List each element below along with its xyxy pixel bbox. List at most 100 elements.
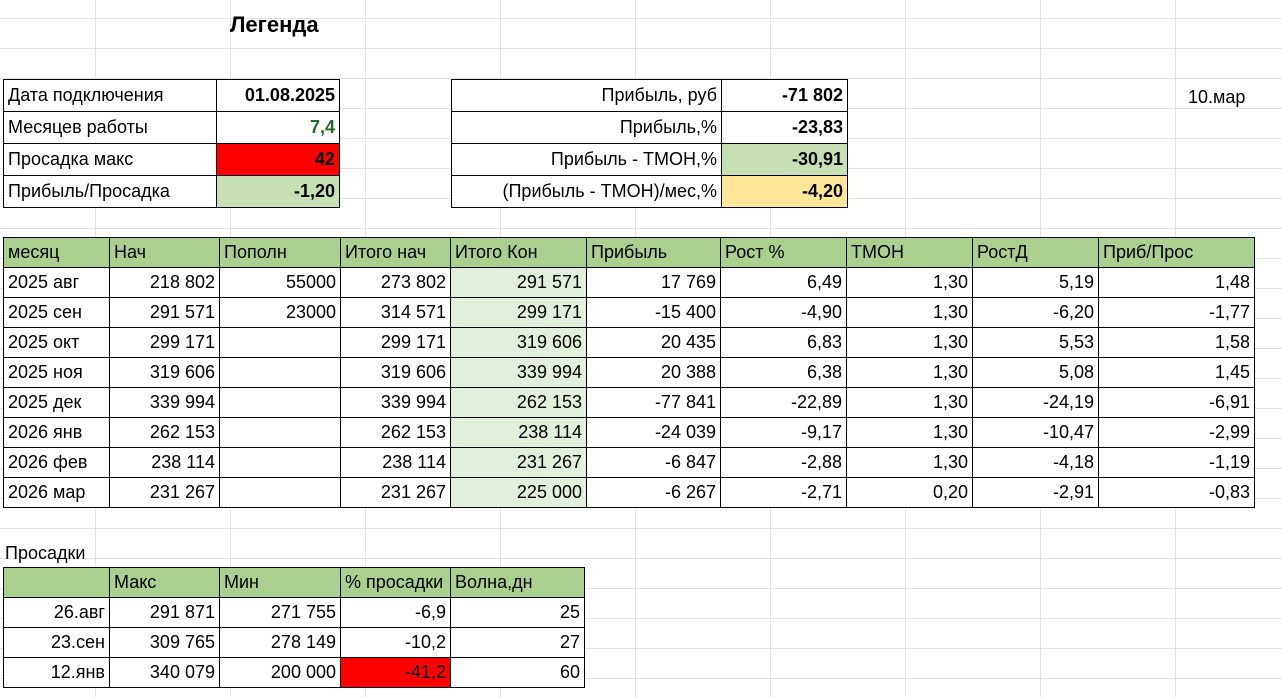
header-profit[interactable]: Прибыль xyxy=(586,237,721,268)
cell-profit-drawdown[interactable]: 1,45 xyxy=(1098,357,1255,388)
cell-start[interactable]: 339 994 xyxy=(109,387,220,418)
cell-growth[interactable]: -2,71 xyxy=(720,477,847,508)
cell-total-start[interactable]: 319 606 xyxy=(340,357,451,388)
cell-start[interactable]: 231 267 xyxy=(109,477,220,508)
cell-growth[interactable]: -4,90 xyxy=(720,297,847,328)
legend-title[interactable]: Легенда xyxy=(230,12,319,37)
cell-profit[interactable]: -6 267 xyxy=(586,477,721,508)
cell-month[interactable]: 2026 янв xyxy=(3,417,110,448)
cell-total-end[interactable]: 231 267 xyxy=(450,447,587,478)
cell-tmon[interactable]: 1,30 xyxy=(846,267,973,298)
cell-total-end[interactable]: 262 153 xyxy=(450,387,587,418)
header-date[interactable] xyxy=(3,567,110,598)
cell-month[interactable]: 2025 авг xyxy=(3,267,110,298)
cell-total-end[interactable]: 238 114 xyxy=(450,417,587,448)
cell-deposit[interactable] xyxy=(219,357,341,388)
cell-start[interactable]: 218 802 xyxy=(109,267,220,298)
cell-total-start[interactable]: 299 171 xyxy=(340,327,451,358)
profit-pct-label[interactable]: Прибыль,% xyxy=(451,111,722,144)
cell-profit-drawdown[interactable]: -0,83 xyxy=(1098,477,1255,508)
cell-month[interactable]: 2026 мар xyxy=(3,477,110,508)
cell-deposit[interactable] xyxy=(219,447,341,478)
cell-drawdown-pct[interactable]: -10,2 xyxy=(340,627,451,658)
profit-rub-value[interactable]: -71 802 xyxy=(721,79,848,112)
cell-total-start[interactable]: 339 994 xyxy=(340,387,451,418)
cell-month[interactable]: 2026 фев xyxy=(3,447,110,478)
drawdowns-label[interactable]: Просадки xyxy=(5,543,86,563)
cell-month[interactable]: 2025 окт xyxy=(3,327,110,358)
cell-tmon[interactable]: 1,30 xyxy=(846,357,973,388)
cell-min[interactable]: 271 755 xyxy=(219,597,341,628)
cell-month[interactable]: 2025 сен xyxy=(3,297,110,328)
max-drawdown-value[interactable]: 42 xyxy=(216,143,340,176)
cell-tmon[interactable]: 0,20 xyxy=(846,477,973,508)
cell-total-end[interactable]: 319 606 xyxy=(450,327,587,358)
cell-total-end[interactable]: 225 000 xyxy=(450,477,587,508)
cell-month[interactable]: 2025 ноя xyxy=(3,357,110,388)
cell-total-start[interactable]: 238 114 xyxy=(340,447,451,478)
cell-total-start[interactable]: 262 153 xyxy=(340,417,451,448)
profit-pct-value[interactable]: -23,83 xyxy=(721,111,848,144)
header-month[interactable]: месяц xyxy=(3,237,110,268)
connection-date-value[interactable]: 01.08.2025 xyxy=(216,79,340,112)
cell-deposit[interactable] xyxy=(219,477,341,508)
cell-total-end[interactable]: 291 571 xyxy=(450,267,587,298)
header-max[interactable]: Макс xyxy=(109,567,220,598)
cell-max[interactable]: 291 871 xyxy=(109,597,220,628)
months-label[interactable]: Месяцев работы xyxy=(3,111,217,144)
cell-growth[interactable]: -9,17 xyxy=(720,417,847,448)
cell-start[interactable]: 319 606 xyxy=(109,357,220,388)
profit-tmon-month-value[interactable]: -4,20 xyxy=(721,175,848,208)
profit-rub-label[interactable]: Прибыль, руб xyxy=(451,79,722,112)
cell-deposit[interactable]: 23000 xyxy=(219,297,341,328)
cell-drawdown-pct[interactable]: -6,9 xyxy=(340,597,451,628)
cell-date[interactable]: 23.сен xyxy=(3,627,110,658)
cell-total-start[interactable]: 231 267 xyxy=(340,477,451,508)
cell-tmon[interactable]: 1,30 xyxy=(846,417,973,448)
header-start[interactable]: Нач xyxy=(109,237,220,268)
cell-start[interactable]: 238 114 xyxy=(109,447,220,478)
cell-wave-days[interactable]: 60 xyxy=(450,657,585,688)
cell-growth[interactable]: 6,83 xyxy=(720,327,847,358)
cell-tmon[interactable]: 1,30 xyxy=(846,297,973,328)
cell-growth[interactable]: -22,89 xyxy=(720,387,847,418)
cell-profit[interactable]: 20 435 xyxy=(586,327,721,358)
cell-profit[interactable]: -15 400 xyxy=(586,297,721,328)
profit-drawdown-value[interactable]: -1,20 xyxy=(216,175,340,208)
cell-growth[interactable]: -2,88 xyxy=(720,447,847,478)
cell-profit[interactable]: -6 847 xyxy=(586,447,721,478)
header-wave-days[interactable]: Волна,дн xyxy=(450,567,585,598)
cell-start[interactable]: 262 153 xyxy=(109,417,220,448)
cell-month[interactable]: 2025 дек xyxy=(3,387,110,418)
cell-growth[interactable]: 6,49 xyxy=(720,267,847,298)
header-min[interactable]: Мин xyxy=(219,567,341,598)
cell-growth-d[interactable]: -6,20 xyxy=(972,297,1099,328)
header-total-start[interactable]: Итого нач xyxy=(340,237,451,268)
cell-profit[interactable]: 20 388 xyxy=(586,357,721,388)
cell-profit-drawdown[interactable]: -1,19 xyxy=(1098,447,1255,478)
header-profit-drawdown[interactable]: Приб/Прос xyxy=(1098,237,1255,268)
cell-profit[interactable]: -24 039 xyxy=(586,417,721,448)
profit-tmon-month-label[interactable]: (Прибыль - ТМОН)/мес,% xyxy=(451,175,722,208)
cell-deposit[interactable] xyxy=(219,417,341,448)
cell-profit-drawdown[interactable]: 1,48 xyxy=(1098,267,1255,298)
profit-tmon-label[interactable]: Прибыль - ТМОН,% xyxy=(451,143,722,176)
profit-tmon-value[interactable]: -30,91 xyxy=(721,143,848,176)
cell-profit-drawdown[interactable]: -1,77 xyxy=(1098,297,1255,328)
cell-growth-d[interactable]: 5,08 xyxy=(972,357,1099,388)
cell-date[interactable]: 26.авг xyxy=(3,597,110,628)
header-total-end[interactable]: Итого Кон xyxy=(450,237,587,268)
months-value[interactable]: 7,4 xyxy=(216,111,340,144)
cell-growth-d[interactable]: 5,53 xyxy=(972,327,1099,358)
cell-max[interactable]: 309 765 xyxy=(109,627,220,658)
header-tmon[interactable]: ТМОН xyxy=(846,237,973,268)
cell-growth-d[interactable]: -2,91 xyxy=(972,477,1099,508)
cell-min[interactable]: 200 000 xyxy=(219,657,341,688)
cell-wave-days[interactable]: 25 xyxy=(450,597,585,628)
cell-min[interactable]: 278 149 xyxy=(219,627,341,658)
cell-drawdown-pct[interactable]: -41,2 xyxy=(340,657,451,688)
cell-tmon[interactable]: 1,30 xyxy=(846,447,973,478)
cell-growth[interactable]: 6,38 xyxy=(720,357,847,388)
cell-profit-drawdown[interactable]: -6,91 xyxy=(1098,387,1255,418)
cell-total-end[interactable]: 339 994 xyxy=(450,357,587,388)
